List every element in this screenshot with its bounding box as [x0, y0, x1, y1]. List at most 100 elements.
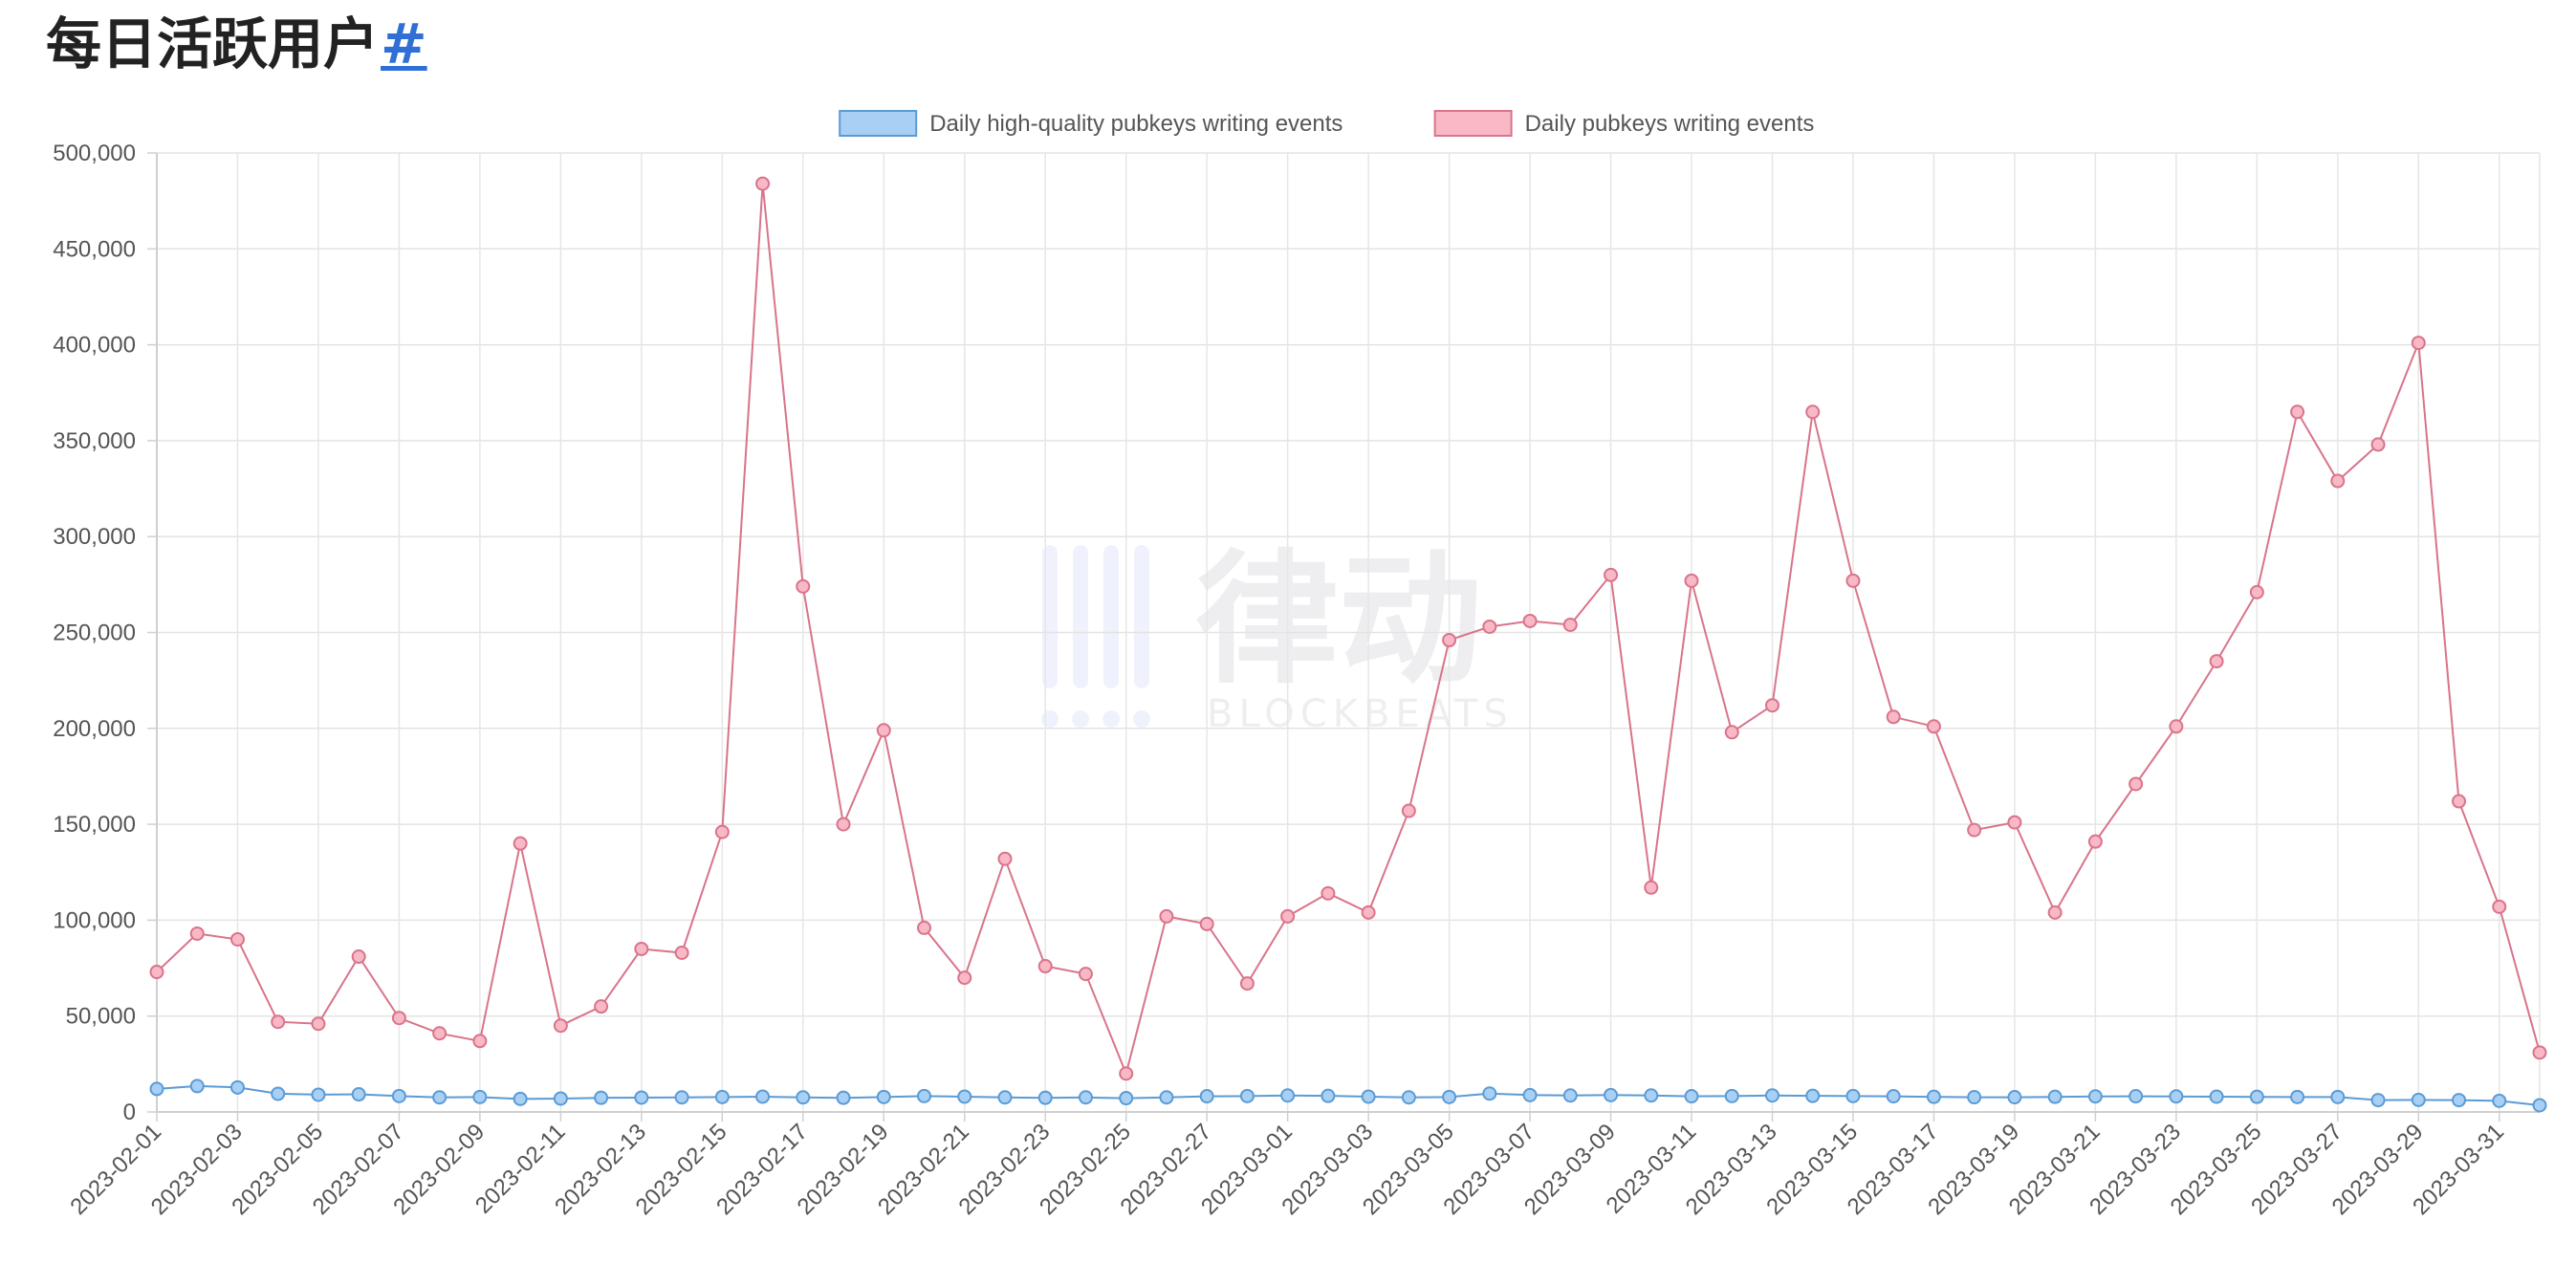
data-point [1159, 908, 1174, 924]
data-point [1805, 1088, 1821, 1103]
data-point [1886, 709, 1901, 725]
data-point [836, 817, 851, 832]
y-tick-label: 500,000 [53, 141, 136, 166]
data-point [2249, 584, 2264, 599]
data-point [2169, 719, 2184, 734]
data-point [634, 941, 649, 956]
data-point [957, 1089, 972, 1104]
data-point [1280, 908, 1296, 924]
data-point [149, 1081, 164, 1097]
data-point [1926, 719, 1941, 734]
data-point [2128, 776, 2144, 792]
legend-label: Daily high-quality pubkeys writing event… [929, 111, 1343, 137]
data-point [1724, 725, 1739, 740]
data-point [1078, 1090, 1093, 1105]
data-point [2249, 1089, 2264, 1104]
watermark-bar [1103, 545, 1119, 688]
data-point [472, 1089, 488, 1104]
watermark-bar [1134, 545, 1149, 688]
y-tick-label: 100,000 [53, 907, 136, 933]
watermark-dot [1072, 710, 1089, 728]
data-point [2411, 1092, 2426, 1107]
data-point [1805, 404, 1821, 420]
data-point [271, 1014, 286, 1030]
watermark-dot [1041, 710, 1059, 728]
data-point [714, 824, 730, 839]
page-title-text: 每日活跃用户 [46, 11, 380, 76]
data-point [432, 1026, 448, 1041]
data-point [1562, 1088, 1578, 1103]
data-point [1562, 617, 1578, 632]
data-point [2452, 1093, 2467, 1108]
data-point [1119, 1066, 1134, 1081]
data-point [1724, 1088, 1739, 1103]
data-point [2330, 1089, 2346, 1104]
data-point [755, 176, 771, 191]
data-point [1078, 967, 1093, 982]
watermark-dot [1102, 710, 1120, 728]
data-point [1401, 1090, 1416, 1105]
data-point [149, 965, 164, 980]
data-point [1967, 1090, 1982, 1105]
legend: Daily high-quality pubkeys writing event… [839, 110, 1815, 137]
data-point [1482, 1086, 1497, 1101]
data-point [755, 1089, 771, 1104]
y-tick-label: 0 [123, 1100, 136, 1125]
data-point [391, 1011, 406, 1026]
data-point [1119, 1091, 1134, 1106]
data-point [432, 1090, 448, 1105]
data-point [997, 1090, 1013, 1105]
data-point [674, 1090, 689, 1105]
data-point [2492, 1093, 2507, 1108]
data-point [2169, 1089, 2184, 1104]
data-point [1401, 803, 1416, 818]
data-point [2007, 815, 2022, 830]
data-point [1199, 916, 1214, 931]
data-point [2330, 473, 2346, 489]
data-point [876, 723, 891, 738]
data-point [1482, 619, 1497, 634]
data-point [2370, 437, 2386, 452]
data-point [634, 1090, 649, 1105]
data-point [1159, 1090, 1174, 1105]
data-point [553, 1091, 568, 1106]
data-point [2370, 1093, 2386, 1108]
data-point [2290, 1089, 2305, 1104]
anchor-link[interactable]: # [381, 11, 427, 76]
data-point [796, 1090, 811, 1105]
data-point [836, 1090, 851, 1105]
watermark-dot [1133, 710, 1150, 728]
data-point [513, 1091, 528, 1106]
y-tick-label: 350,000 [53, 428, 136, 454]
data-point [1684, 573, 1699, 588]
data-point [1037, 1090, 1053, 1105]
data-point [1845, 1088, 1861, 1103]
data-point [1361, 904, 1376, 920]
data-point [2007, 1090, 2022, 1105]
data-point [1644, 880, 1659, 895]
data-point [674, 946, 689, 961]
data-point [796, 578, 811, 594]
data-point [1522, 613, 1538, 628]
data-point [1442, 1089, 1457, 1104]
data-point [1239, 976, 1255, 992]
data-point [1361, 1089, 1376, 1104]
y-tick-label: 450,000 [53, 236, 136, 262]
legend-item-high-quality-pubkeys[interactable]: Daily high-quality pubkeys writing event… [839, 110, 1343, 137]
legend-item-pubkeys[interactable]: Daily pubkeys writing events [1433, 110, 1815, 137]
legend-swatch [1433, 110, 1513, 137]
data-point [351, 1087, 366, 1102]
data-point [2209, 654, 2224, 669]
data-point [1886, 1089, 1901, 1104]
legend-label: Daily pubkeys writing events [1525, 111, 1815, 137]
data-point [189, 926, 205, 941]
data-point [714, 1089, 730, 1104]
data-point [2532, 1098, 2547, 1113]
y-tick-label: 200,000 [53, 716, 136, 742]
data-point [2087, 1089, 2103, 1104]
y-tick-label: 250,000 [53, 621, 136, 646]
y-tick-label: 300,000 [53, 524, 136, 550]
data-point [1442, 633, 1457, 648]
data-point [1845, 573, 1861, 588]
data-point [2532, 1045, 2547, 1060]
